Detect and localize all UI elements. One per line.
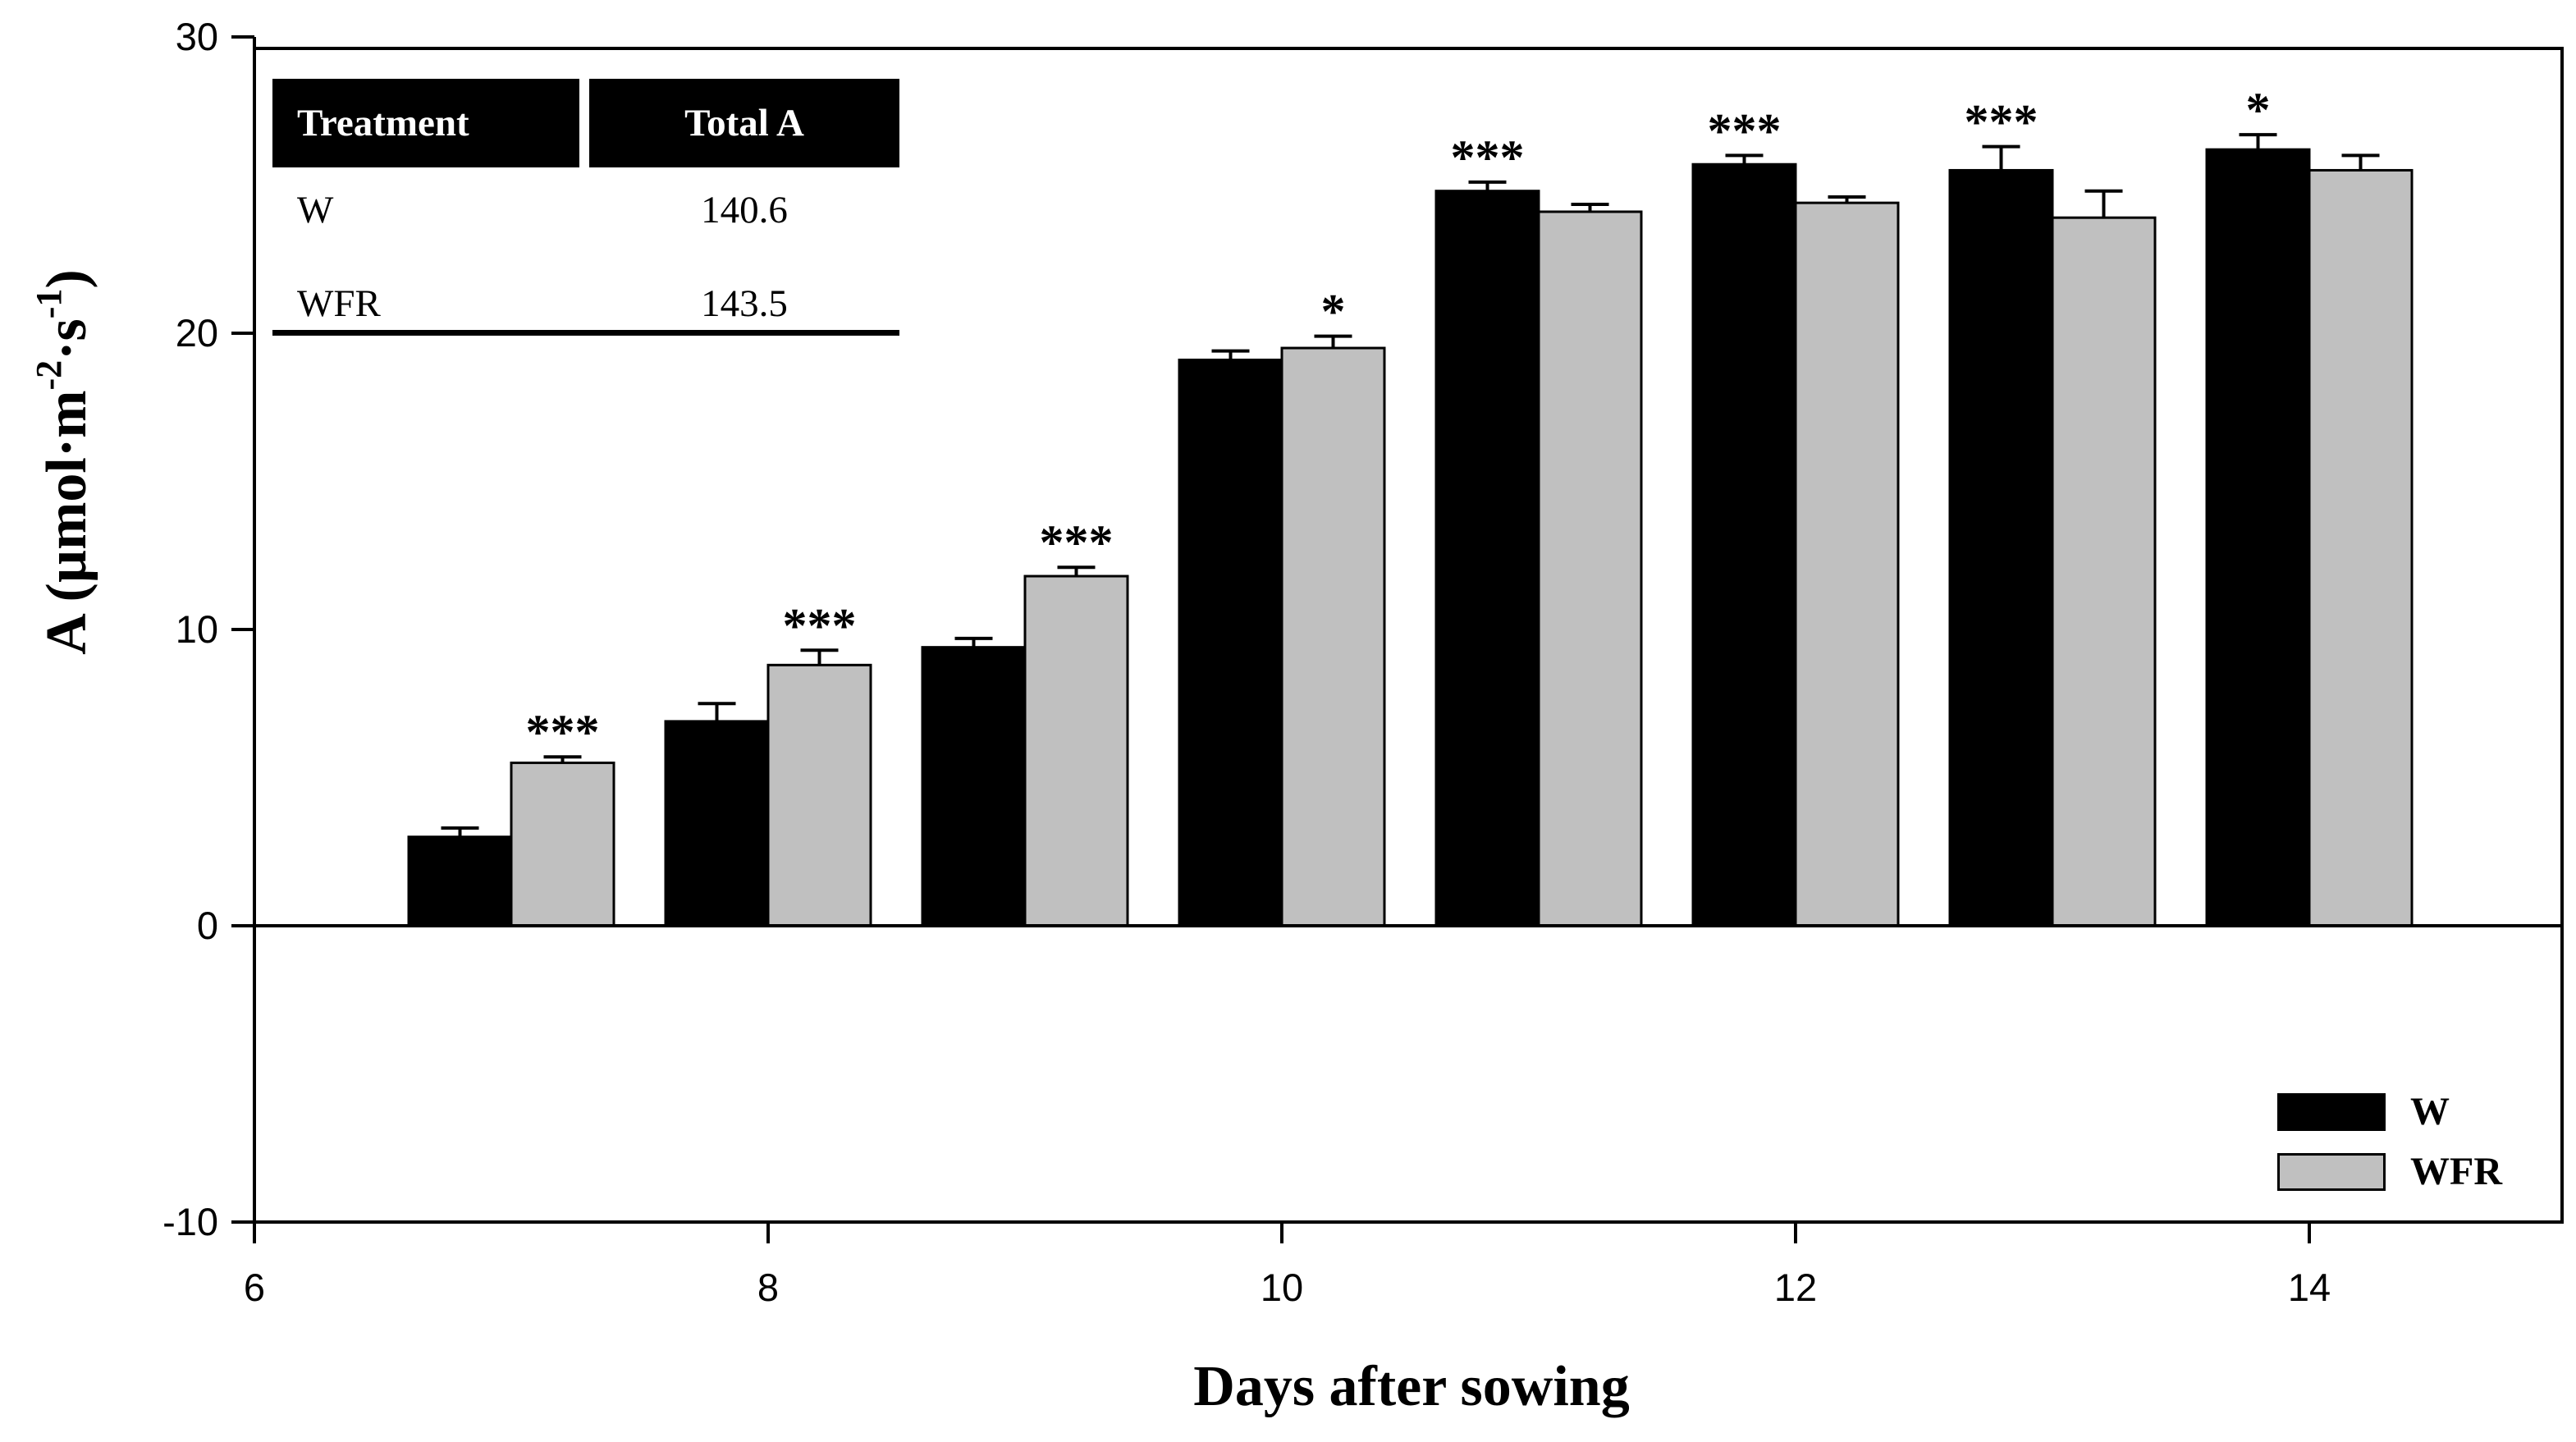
inset-table-row-wfr-total: 143.5 [701, 282, 788, 325]
legend-swatch-w [2277, 1093, 2386, 1131]
inset-table-row-w-total: 140.6 [701, 189, 788, 231]
y-tick-label-30: 30 [176, 15, 218, 58]
significance-marker-day7: *** [526, 705, 600, 759]
y-axis-title-post: ) [35, 269, 98, 289]
inset-table-row-w: W 140.6 [272, 169, 899, 251]
bar-WFR-day7 [510, 761, 615, 927]
significance-marker-day9: *** [1040, 515, 1114, 570]
x-tick-label-12: 12 [1774, 1266, 1817, 1309]
bar-WFR-day12 [1794, 201, 1900, 927]
bar-WFR-day11 [1537, 210, 1643, 927]
y-axis-title-sup-2: -2 [29, 359, 69, 391]
legend-swatch-wfr [2277, 1153, 2386, 1191]
x-tick-label-6: 6 [244, 1266, 265, 1309]
bar-W-day13 [1948, 168, 2054, 927]
inset-table: Treatment Total A W 140.6 WFR 143.5 [272, 79, 899, 341]
legend-label-w: W [2410, 1090, 2450, 1133]
significance-marker-day14: * [2246, 83, 2271, 137]
legend: W WFR [2277, 1088, 2548, 1203]
legend-item-wfr: WFR [2277, 1148, 2502, 1196]
inset-table-header-treatment-label: Treatment [297, 102, 469, 144]
inset-table-rule [272, 330, 899, 336]
x-tick-label-8: 8 [757, 1266, 779, 1309]
significance-marker-day10: * [1321, 285, 1346, 339]
legend-label-wfr: WFR [2410, 1150, 2502, 1193]
inset-table-header-total-a-label: Total A [684, 102, 804, 144]
bar-W-day7 [407, 835, 513, 927]
bar-WFR-day14 [2308, 168, 2414, 927]
significance-marker-day13: *** [1965, 95, 2038, 149]
significance-marker-day11: *** [1451, 130, 1525, 185]
y-tick-label-0: 0 [197, 904, 218, 947]
plot-frame [253, 47, 2564, 1224]
x-tick-label-14: 14 [2288, 1266, 2331, 1309]
y-axis-title-sup-1: -1 [29, 288, 69, 319]
bar-WFR-day13 [2051, 216, 2157, 927]
bar-W-day12 [1691, 163, 1797, 927]
bar-WFR-day8 [766, 663, 872, 927]
bar-WFR-day10 [1280, 346, 1386, 927]
bar-WFR-day9 [1023, 575, 1129, 927]
bar-W-day14 [2205, 148, 2311, 927]
y-axis-title-pre: A (µmol·m [35, 390, 98, 655]
y-axis-title-mid: ·s [35, 318, 98, 360]
bar-W-day10 [1178, 358, 1283, 927]
bar-W-day8 [664, 720, 770, 927]
bar-W-day9 [921, 646, 1027, 927]
x-tick-label-10: 10 [1261, 1266, 1303, 1309]
y-tick-label-10: 10 [176, 607, 218, 651]
inset-table-row-wfr: WFR 143.5 [272, 263, 899, 345]
bar-W-day11 [1434, 190, 1540, 927]
significance-marker-day12: *** [1708, 103, 1782, 158]
legend-item-w: W [2277, 1088, 2450, 1136]
inset-table-header-treatment: Treatment [272, 79, 579, 167]
x-axis-title: Days after sowing [1193, 1355, 1630, 1418]
inset-table-header-total-a: Total A [589, 79, 899, 167]
significance-marker-day8: *** [783, 598, 857, 652]
y-tick-label--10: -10 [162, 1200, 218, 1243]
y-tick-label-20: 20 [176, 311, 218, 355]
inset-table-row-w-treatment: W [297, 189, 334, 231]
inset-table-row-wfr-treatment: WFR [297, 282, 381, 325]
y-axis-title: A (µmol·m-2·s-1) [11, 52, 98, 872]
